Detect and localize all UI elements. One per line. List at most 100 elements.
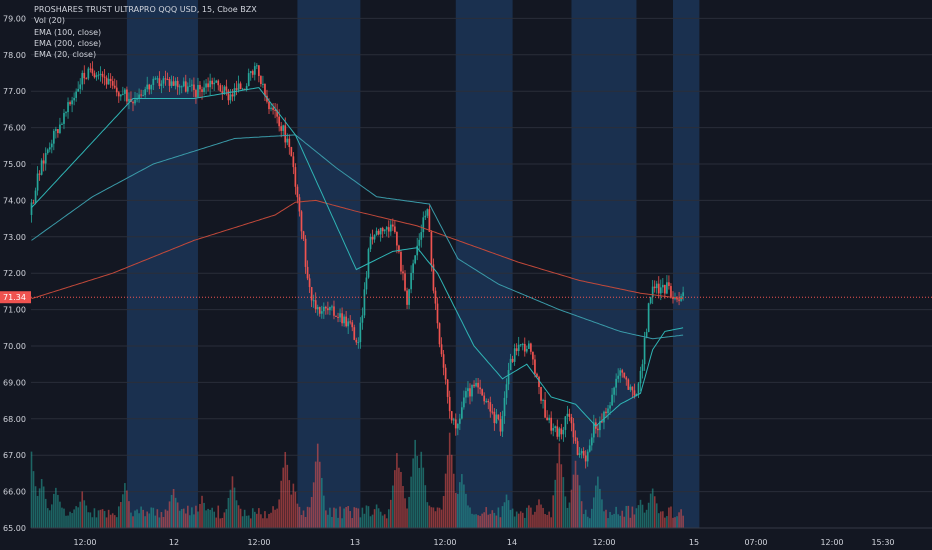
volume-bar — [383, 514, 386, 528]
candle-body — [138, 94, 140, 99]
volume-bar — [156, 509, 159, 528]
volume-bar — [203, 502, 205, 528]
candle-body — [239, 83, 242, 90]
candle-body — [469, 388, 471, 397]
candle-body — [105, 77, 108, 85]
volume-bar — [410, 476, 412, 528]
volume-bar — [109, 514, 112, 528]
candle-body — [310, 287, 313, 301]
candle-body — [197, 84, 199, 97]
candle-body — [373, 234, 376, 240]
candle-body — [400, 251, 402, 272]
last-price-badge — [0, 291, 31, 304]
volume-bar — [306, 506, 309, 528]
candle-body — [81, 72, 84, 85]
candle-body — [609, 405, 611, 409]
candle-body — [176, 80, 179, 88]
volume-bar — [542, 507, 544, 528]
candle-body — [511, 358, 514, 362]
volume-bar — [79, 501, 82, 528]
candle-body — [241, 88, 244, 90]
candle-body — [288, 138, 291, 148]
volume-bar — [607, 518, 609, 528]
candle-body — [59, 124, 61, 133]
candle-body — [607, 408, 609, 414]
candle-body — [363, 289, 366, 316]
candle-body — [556, 426, 559, 437]
volume-bar — [416, 456, 418, 528]
volume-bar — [471, 513, 473, 528]
volume-bar — [256, 513, 258, 528]
indicator-ema-200: EMA (200, close) — [34, 38, 102, 48]
candle-body — [322, 306, 325, 312]
volume-bar — [465, 493, 467, 528]
volume-bar — [660, 511, 662, 528]
volume-bar — [392, 485, 394, 528]
volume-bar — [91, 517, 94, 528]
volume-bar — [36, 495, 39, 528]
volume-bar — [193, 514, 195, 528]
volume-bar — [258, 508, 260, 528]
volume-bar — [641, 504, 644, 528]
candle-body — [672, 297, 674, 299]
candle-body — [647, 303, 650, 333]
volume-bar — [674, 517, 676, 528]
candle-body — [345, 316, 347, 327]
volume-bar — [142, 509, 144, 528]
volume-bar — [521, 512, 524, 528]
candle-body — [471, 384, 473, 397]
candle-body — [643, 337, 646, 365]
candle-body — [381, 227, 384, 232]
candle-body — [670, 286, 672, 298]
volume-bar — [30, 451, 33, 528]
volume-bar — [603, 511, 605, 528]
volume-bar — [205, 510, 207, 528]
candle-body — [282, 125, 285, 131]
candle-body — [666, 282, 668, 294]
volume-bar — [532, 514, 534, 528]
candle-body — [369, 236, 372, 250]
candle-body — [225, 86, 228, 91]
volume-bar — [615, 506, 617, 528]
candle-body — [379, 227, 382, 235]
volume-bar — [523, 517, 526, 528]
candle-body — [570, 416, 573, 424]
candle-body — [166, 79, 169, 81]
volume-bar — [331, 517, 333, 528]
candle-body — [580, 451, 583, 454]
volume-bar — [412, 458, 414, 528]
volume-bar — [363, 513, 366, 528]
volume-bar — [450, 454, 453, 528]
candlesticks[interactable] — [30, 61, 684, 469]
candle-body — [467, 388, 469, 392]
candle-body — [410, 272, 412, 290]
candle-body — [308, 278, 311, 288]
candle-body — [162, 78, 165, 84]
volume-bar — [282, 467, 285, 528]
volume-bar — [195, 505, 197, 528]
candle-body — [73, 97, 75, 101]
volume-bar — [325, 510, 327, 528]
volume-bar — [528, 505, 530, 528]
candle-body — [128, 98, 130, 102]
volume-bar — [645, 509, 648, 528]
candle-body — [416, 245, 419, 256]
volume-bar — [304, 517, 307, 528]
volume-bar — [158, 517, 161, 528]
candle-body — [639, 370, 642, 384]
volume-bar — [166, 510, 169, 528]
candle-body — [168, 79, 171, 86]
volume-bar — [526, 507, 528, 528]
candle-body — [329, 307, 331, 311]
volume-bar — [229, 489, 232, 528]
volume-bar — [197, 511, 199, 528]
volume-bar — [670, 506, 672, 528]
volume-bar — [345, 507, 347, 528]
ema-200-line — [31, 199, 684, 300]
volume-bar — [296, 503, 299, 528]
candle-body — [572, 423, 575, 438]
volume-bar — [174, 497, 177, 528]
candle-body — [249, 71, 252, 74]
candle-body — [229, 94, 232, 101]
